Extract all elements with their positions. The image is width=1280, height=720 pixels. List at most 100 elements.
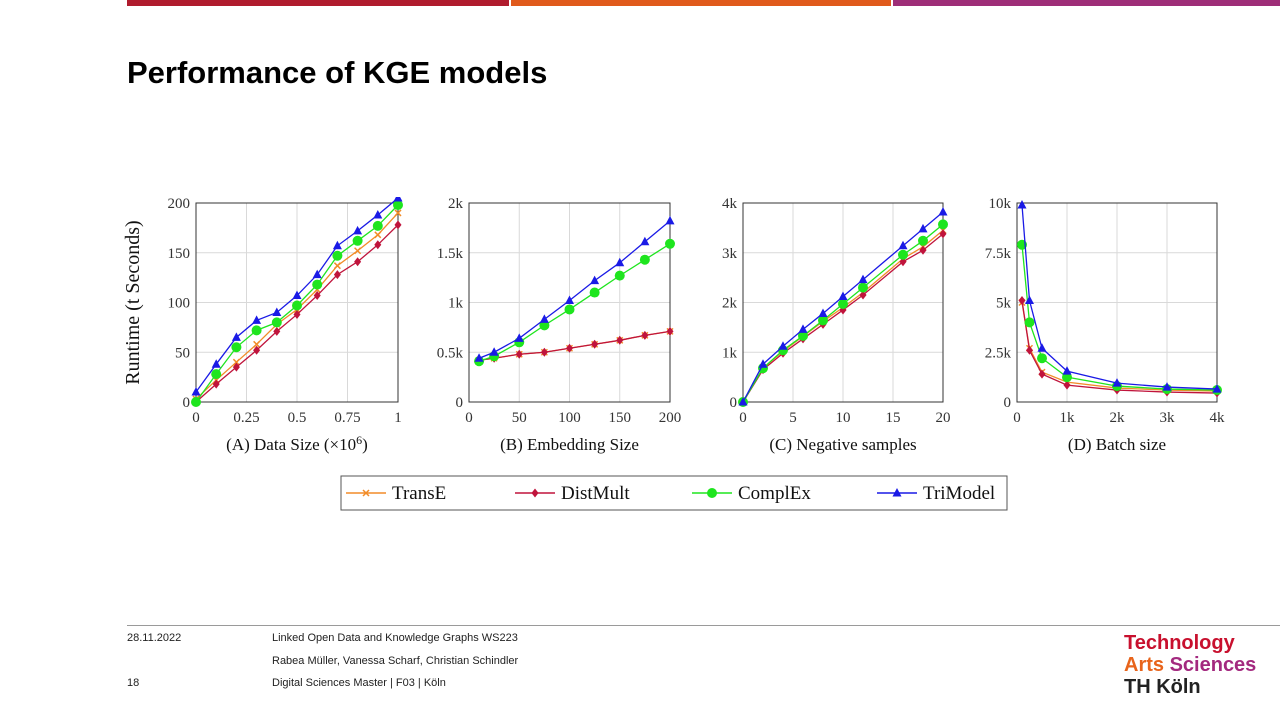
- data-point-distmult: [232, 362, 240, 372]
- data-point-distmult: [566, 343, 573, 353]
- data-point-trimodel: [312, 269, 322, 279]
- data-point-trimodel: [489, 347, 499, 356]
- data-point-trimodel: [272, 307, 282, 316]
- data-point-trimodel: [1162, 382, 1172, 391]
- panel-caption: (C) Negative samples: [769, 435, 916, 454]
- top-bar-orange: [511, 0, 891, 6]
- data-point-complex: [614, 270, 625, 281]
- data-point-complex: [564, 304, 575, 315]
- data-point-complex: [372, 220, 383, 231]
- data-point-complex: [858, 282, 868, 293]
- x-tick-label: 3k: [1160, 410, 1176, 426]
- x-tick-label: 0.75: [334, 410, 360, 426]
- data-point-trimodel: [838, 291, 848, 301]
- data-point-complex: [191, 397, 201, 407]
- data-point-trimodel: [393, 197, 403, 202]
- panel-caption: (D) Batch size: [1068, 435, 1166, 454]
- data-point-transe: [333, 262, 341, 270]
- th-koeln-logo: Technology Arts Sciences TH Köln: [1124, 632, 1256, 698]
- x-tick-label: 50: [512, 410, 527, 426]
- y-tick-label: 200: [168, 196, 191, 212]
- y-tick-label: 10k: [989, 196, 1012, 212]
- x-tick-label: 2k: [1110, 410, 1126, 426]
- series-group: [191, 197, 403, 407]
- legend: TransE DistMult ComplEx TriModel: [340, 475, 1008, 511]
- data-point-distmult: [641, 330, 649, 340]
- data-point-transe: [394, 209, 402, 217]
- legend-label-trimodel: TriModel: [923, 483, 995, 504]
- x-tick-label: 200: [659, 410, 682, 426]
- caption-end: ): [362, 435, 368, 454]
- legend-marker-distmult: [531, 488, 539, 498]
- data-point-trimodel: [938, 206, 948, 216]
- data-point-complex: [798, 330, 808, 341]
- legend-marker-transe: [362, 489, 370, 497]
- data-point-complex: [898, 249, 908, 260]
- chart-panel-2: 0 50 100 150 200 0 0.5k 1k 1.5k 2k (B) Embedding S…: [437, 196, 682, 454]
- data-point-trimodel: [858, 274, 868, 284]
- data-point-trimodel: [514, 333, 524, 342]
- x-tick-label: 4k: [1210, 410, 1226, 426]
- data-point-complex: [918, 235, 928, 246]
- y-tick-label: 50: [175, 345, 190, 361]
- plot-frame: [468, 202, 671, 403]
- data-point-trimodel: [1062, 366, 1072, 375]
- data-point-distmult: [919, 245, 927, 255]
- y-tick-label: 1k: [722, 345, 738, 361]
- caption-superscript: 6: [356, 433, 362, 447]
- data-point-trimodel: [590, 275, 600, 285]
- data-point-distmult: [1063, 380, 1071, 390]
- data-point-trimodel: [191, 387, 201, 396]
- data-point-trimodel: [615, 257, 625, 267]
- data-point-trimodel: [332, 240, 342, 250]
- legend-label-distmult: DistMult: [561, 483, 630, 504]
- legend-label-complex: ComplEx: [738, 483, 811, 504]
- data-point-trimodel: [918, 223, 928, 233]
- top-bar-red: [127, 0, 509, 6]
- y-tick-label: 5k: [996, 296, 1012, 312]
- data-point-distmult: [859, 290, 867, 300]
- data-point-complex: [251, 325, 262, 336]
- x-tick-label: 0.5: [288, 410, 307, 426]
- data-point-distmult: [939, 229, 947, 239]
- data-point-complex: [332, 250, 343, 261]
- x-tick-label: 150: [609, 410, 632, 426]
- data-point-trimodel: [231, 332, 241, 341]
- chart-panel-3: 0 5 10 15 20 0 1k 2k 3k 4k (C) Negative samples: [722, 196, 951, 454]
- y-tick-label: 0: [730, 395, 738, 411]
- x-tick-label: 15: [886, 410, 901, 426]
- data-point-distmult: [212, 379, 220, 389]
- footer-authors: Rabea Müller, Vanessa Scharf, Christian …: [272, 655, 519, 667]
- y-tick-label: 100: [168, 296, 191, 312]
- y-tick-label: 0.5k: [437, 345, 464, 361]
- data-point-trimodel: [292, 290, 302, 300]
- top-bar-purple: [893, 0, 1280, 6]
- y-tick-label: 7.5k: [985, 246, 1012, 262]
- data-point-complex: [665, 238, 675, 249]
- data-point-trimodel: [1025, 295, 1034, 305]
- y-tick-label: 1k: [448, 296, 464, 312]
- data-point-complex: [211, 369, 222, 380]
- y-tick-label: 1.5k: [437, 246, 464, 262]
- series-group: [474, 215, 675, 367]
- data-point-distmult: [1038, 369, 1046, 379]
- series-line-trimodel: [742, 211, 944, 403]
- data-point-trimodel: [1017, 199, 1027, 209]
- legend-marker-trimodel: [892, 488, 902, 497]
- data-point-distmult: [616, 335, 624, 345]
- panel-caption: (A) Data Size (×106): [226, 433, 368, 454]
- y-tick-label: 3k: [722, 246, 738, 262]
- data-point-complex: [589, 287, 600, 298]
- data-point-trimodel: [898, 240, 908, 250]
- data-point-distmult: [333, 270, 341, 280]
- legend-marker-complex: [707, 488, 717, 498]
- data-point-trimodel: [474, 353, 484, 362]
- data-point-trimodel: [539, 314, 549, 323]
- footer-course: Linked Open Data and Knowledge Graphs WS…: [272, 632, 518, 644]
- logo-th-koeln: TH Köln: [1124, 676, 1201, 698]
- x-tick-label: 1k: [1060, 410, 1076, 426]
- data-point-trimodel: [211, 359, 221, 368]
- legend-label-transe: TransE: [392, 483, 446, 504]
- data-point-distmult: [374, 240, 382, 250]
- data-point-complex: [1037, 353, 1047, 364]
